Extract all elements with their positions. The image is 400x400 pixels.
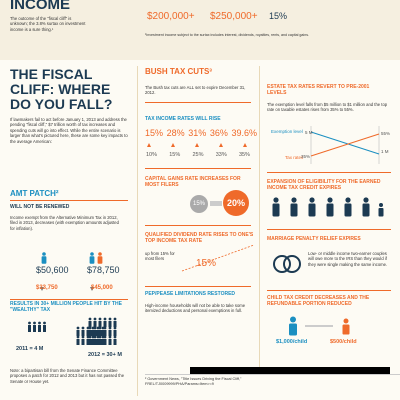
page-title-line1: THE FISCAL (10, 66, 93, 82)
eitc-divider (267, 172, 391, 173)
bush-heading: BUSH TAX CUTS³ (145, 67, 212, 76)
exemption-to: 1 M (381, 149, 389, 154)
exemption-from: 5 M (305, 130, 313, 135)
new-rate-4: 36% (209, 128, 228, 138)
new-rates-row: 15% 28% 31% 36% 39.6% (145, 128, 257, 138)
income-heading: INCOME (10, 0, 70, 13)
rate-up-arrow-icon (171, 143, 175, 147)
ctc-heading: CHILD TAX CREDIT DECREASES AND THE REFUN… (267, 295, 370, 307)
rates-divider (145, 102, 251, 103)
threshold-joint: $250,000+ (210, 11, 258, 22)
top-header-band (0, 0, 400, 60)
amt-divider (10, 200, 128, 201)
eitc-heading: EXPANSION OF ELIGIBILITY FOR THE EARNED … (267, 179, 381, 191)
page-title-line3: DO YOU FALL? (10, 96, 113, 112)
wealthy-heading: RESULTS IN 30+ MILLION PEOPLE HIT BY THE… (10, 301, 122, 313)
pep-divider (145, 286, 251, 287)
amt-single-after: $33,750 (36, 285, 58, 291)
amt-joint-after: $45,000 (91, 285, 113, 291)
ctc-divider (267, 290, 391, 291)
senate-note: Note: a bipartisan bill from the Senate … (10, 368, 125, 384)
div-from-label: up from 15% for most filers (145, 251, 175, 262)
top-intro-text: The outcome of the "fiscal cliff" is unk… (10, 16, 86, 32)
rate-arrows-row (147, 143, 247, 147)
mp-text: Low- or middle income two-earner couples… (308, 251, 388, 267)
amt-heading: AMT PATCH² (10, 189, 59, 198)
cg-from-circle: 15% (190, 195, 208, 213)
single-filer-icon (41, 252, 47, 264)
old-rate-1: 10% (146, 152, 158, 158)
div-divider (145, 225, 251, 226)
page-title-line2: CLIFF: WHERE (10, 81, 111, 97)
joint-filers-icon (89, 252, 103, 264)
rate-to: 55% (381, 131, 391, 136)
exemption-level-label: Exemption level (271, 129, 303, 134)
redaction-bar (190, 367, 390, 374)
rates-heading: TAX INCOME RATES WILL RISE (145, 116, 221, 122)
ctc-arrow-icon (305, 325, 333, 327)
cg-to-circle: 20% (223, 190, 249, 216)
old-rates-row: 10% 15% 25% 33% 35% (146, 152, 250, 158)
new-rate-3: 31% (188, 128, 207, 138)
div-heading: QUALIFIED DIVIDEND RATE RISES TO ONE'S T… (145, 232, 254, 244)
new-rate-1: 15% (145, 128, 164, 138)
people-grid-icon (28, 317, 117, 345)
ctc-from: $1,000/child (276, 339, 308, 345)
rate-from: 35% (301, 154, 311, 159)
threshold-single: $200,000+ (147, 11, 195, 22)
amt-joint-before: $78,750 (87, 265, 120, 275)
rate-up-arrow-icon (195, 143, 199, 147)
wealthy-2011-label: 2011 = 4 M (16, 346, 44, 352)
old-rate-4: 33% (215, 152, 227, 158)
rate-up-arrow-icon (219, 143, 223, 147)
family-icon (272, 197, 384, 217)
old-rate-5: 35% (238, 152, 250, 158)
new-rate-2: 28% (166, 128, 185, 138)
left-intro-text: If lawmakers fail to act before January … (10, 117, 128, 144)
old-rate-3: 25% (192, 152, 204, 158)
child-icon-after (342, 318, 350, 335)
cg-arrow-icon (210, 201, 222, 206)
wealthy-2012-label: 2012 = 30+ M (88, 352, 122, 358)
pep-heading: PEP/PEASE LIMITATIONS RESTORED (145, 291, 236, 297)
div-rising-line (181, 244, 255, 272)
rate-up-arrow-icon (243, 143, 247, 147)
amt-single-arrow-icon (40, 278, 44, 296)
child-icon-before (289, 316, 297, 336)
old-rate-2: 15% (169, 152, 181, 158)
mp-divider (267, 229, 391, 230)
tax-rates-label: Tax rates (285, 155, 304, 160)
cg-divider (145, 168, 251, 169)
amt-joint-arrow-icon (90, 278, 94, 296)
column-separator-left (137, 66, 138, 396)
estate-chart (310, 126, 380, 164)
source-text: ² Government News, "Title Issues Driving… (145, 377, 242, 387)
div-from-value: 15% (196, 258, 217, 269)
wealthy-divider (10, 299, 128, 300)
ctc-to: $500/child (330, 339, 357, 345)
top-footnote: ¹Investment income subject to the surtax… (145, 33, 309, 37)
amt-single-before: $50,600 (36, 265, 69, 275)
wedding-rings-icon (273, 255, 301, 273)
amt-text: Income exempt from the Alternative Minim… (10, 215, 119, 231)
estate-heading: ESTATE TAX RATES REVERT TO PRE-2001 LEVE… (267, 84, 370, 96)
cg-heading: CAPITAL GAINS RATE INCREASES FOR MOST FI… (145, 176, 241, 188)
rate-up-arrow-icon (147, 143, 151, 147)
mp-heading: MARRIAGE PENALTY RELIEF EXPIRES (267, 236, 361, 242)
sources-box (145, 374, 400, 400)
estate-text: The exemption level falls from $5 millio… (267, 102, 388, 113)
cg-from-value: 15% (192, 201, 205, 207)
cg-to-value: 20% (226, 198, 245, 208)
new-rate-5: 39.6% (231, 128, 257, 138)
pep-text: High-income households will not be able … (145, 303, 246, 314)
surtax-rate: 15% (269, 11, 288, 21)
bush-subtext: The Bush tax cuts are ALL set to expire … (145, 85, 246, 96)
amt-subheading: WILL NOT BE RENEWED (10, 204, 70, 210)
column-separator-right (259, 66, 260, 371)
